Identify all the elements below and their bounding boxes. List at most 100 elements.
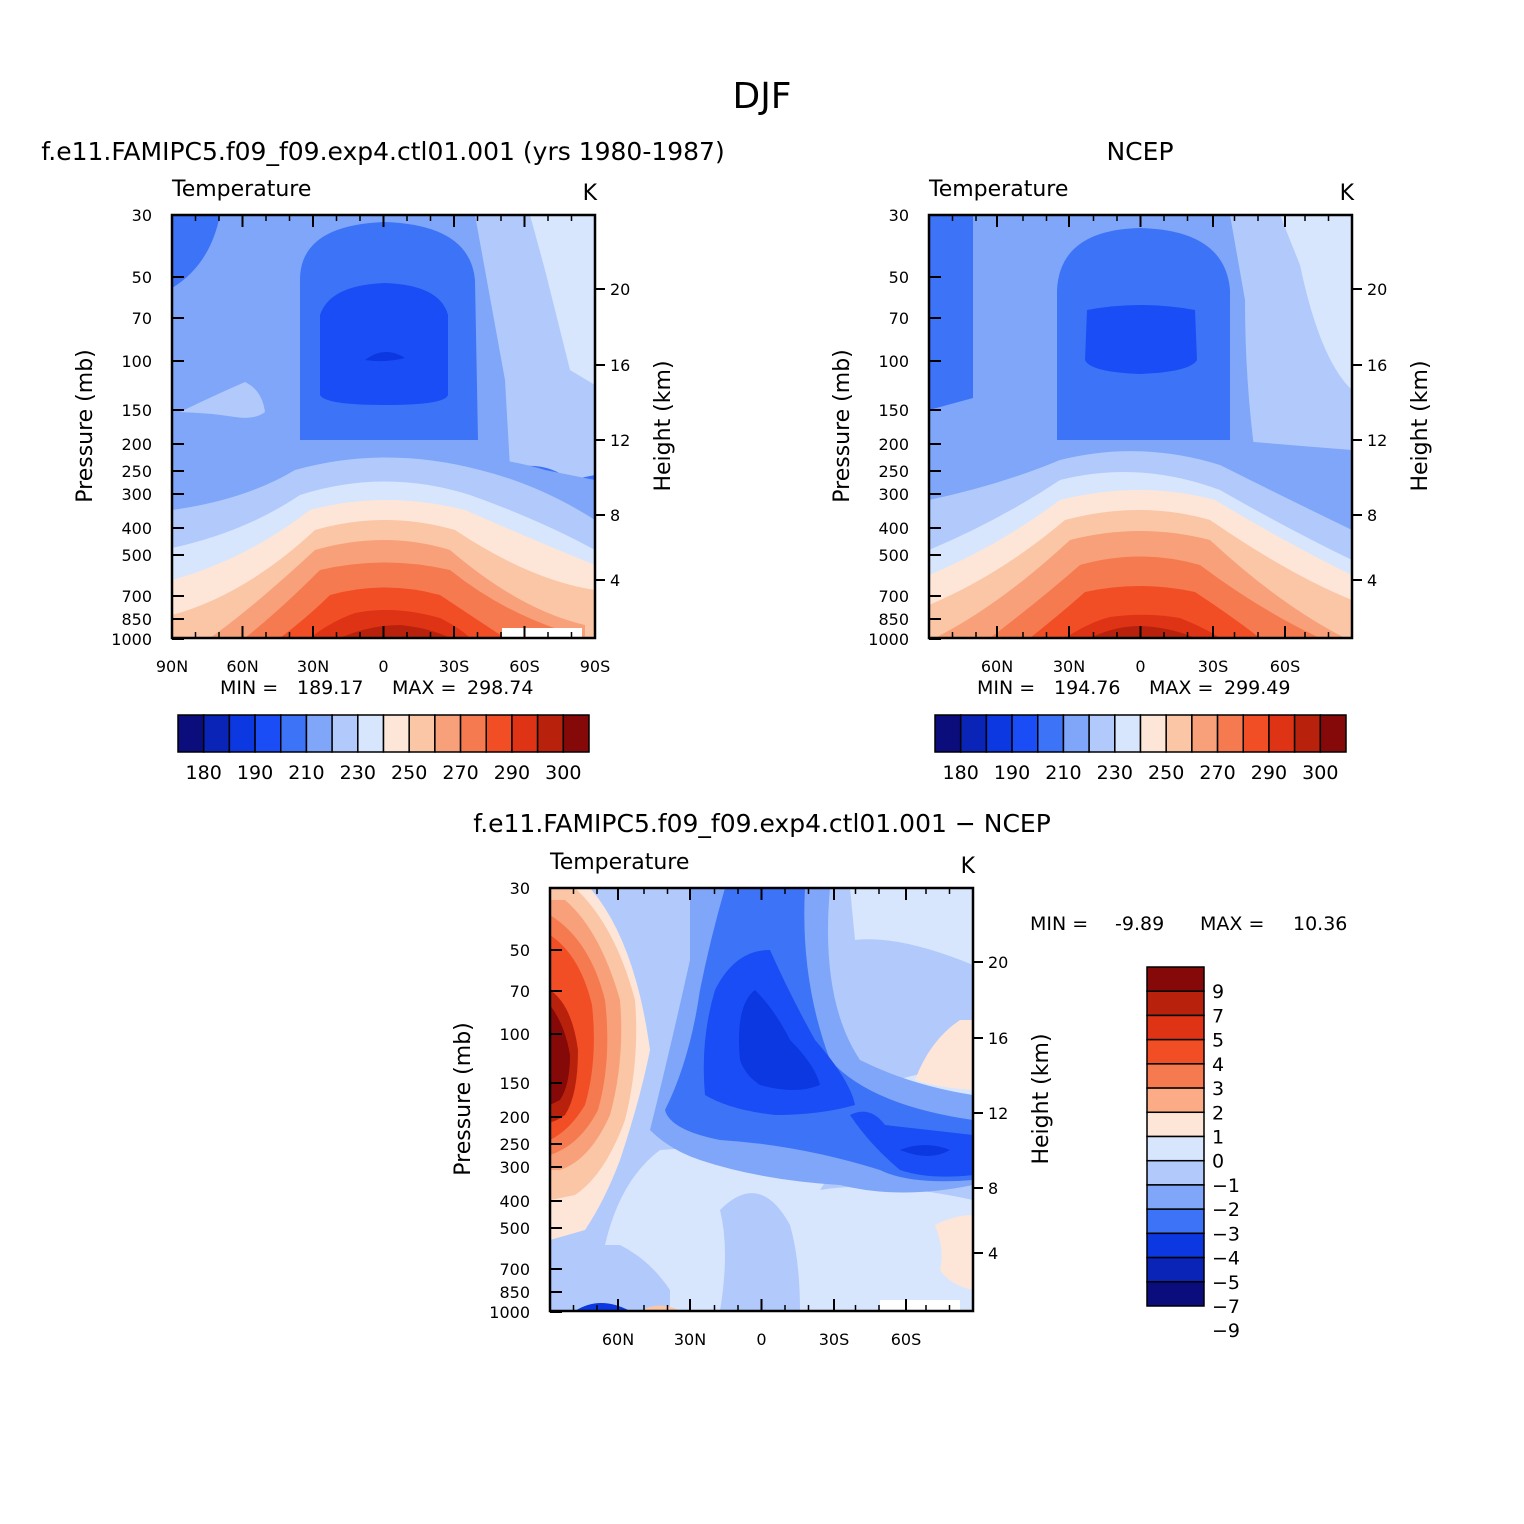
y-tick-label: 250: [121, 462, 152, 481]
colorbar-label: −3: [1212, 1223, 1240, 1245]
y2-tick-label: 8: [1367, 506, 1377, 525]
panel-difference: f.e11.FAMIPC5.f09_f09.exp4.ctl01.001 − N…: [451, 809, 1347, 1349]
colorbar-swatch: [511, 714, 539, 753]
band-pos-1b: [915, 1020, 973, 1090]
y-tick-label: 200: [878, 435, 909, 454]
band-13: [739, 990, 820, 1090]
y-tick-label: 850: [878, 610, 909, 629]
colorbar-label: 5: [1212, 1030, 1224, 1052]
y-tick-label: 30: [510, 879, 530, 898]
colorbar-swatch: [382, 714, 410, 753]
left-label: Temperature: [171, 177, 311, 202]
colorbar-swatch: [1139, 714, 1167, 753]
y2-tick-label: 4: [988, 1244, 998, 1263]
y-tick-label: 400: [878, 519, 909, 538]
colorbar-swatch: [1088, 714, 1116, 753]
band-pos-surface: [640, 1305, 680, 1311]
x-tick-label: 60N: [981, 657, 1013, 676]
colorbar-label: 190: [237, 762, 273, 784]
x-tick-label: 30S: [819, 1330, 850, 1349]
colorbar-label: 290: [494, 762, 530, 784]
y-tick-label: 30: [889, 206, 909, 225]
band-7b: [180, 382, 265, 418]
colorbar-swatch: [1146, 1281, 1205, 1307]
panel-title: NCEP: [1106, 137, 1173, 166]
y-tick-label: 200: [499, 1108, 530, 1127]
y-tick-label: 500: [499, 1219, 530, 1238]
colorbar-label: −7: [1212, 1296, 1240, 1318]
colorbar-swatch: [228, 714, 256, 753]
y-tick-label: 100: [878, 352, 909, 371]
y2-tick-label: 16: [1367, 356, 1387, 375]
colorbar-swatch: [1293, 714, 1322, 753]
y-axis-label: Pressure (mb): [451, 1022, 476, 1176]
x-tick-label: 60N: [226, 657, 258, 676]
min-label: MIN =: [220, 677, 278, 699]
missing-data: [502, 628, 582, 638]
y2-tick-label: 16: [988, 1029, 1008, 1048]
colorbar-swatch: [1146, 1038, 1205, 1065]
y-tick-label: 100: [499, 1025, 530, 1044]
max-label: MAX =: [392, 677, 456, 699]
colorbar-label: 7: [1212, 1005, 1224, 1027]
units-label: K: [961, 854, 976, 879]
x-tick-label: 0: [378, 657, 388, 676]
colorbar-label: −1: [1212, 1175, 1240, 1197]
colorbar-label: 250: [1148, 762, 1184, 784]
y-axis-label: Pressure (mb): [73, 349, 98, 503]
colorbar-swatch: [1062, 714, 1090, 753]
band-13: [1030, 586, 1260, 638]
x-tick-label: 30N: [1053, 657, 1085, 676]
colorbar-swatch: [1146, 1232, 1205, 1259]
y2-axis-label: Height (km): [1029, 1033, 1054, 1164]
max-label: MAX =: [1200, 913, 1264, 935]
colorbar-swatch: [562, 714, 590, 753]
band-5: [172, 215, 220, 288]
y-tick-label: 300: [878, 485, 909, 504]
contour-field: [550, 888, 973, 1311]
y-tick-label: 150: [878, 401, 909, 420]
y-tick-label: 50: [510, 941, 530, 960]
colorbar-swatch: [434, 714, 462, 753]
colorbar-swatch: [459, 714, 487, 753]
colorbar-swatch: [1146, 1111, 1205, 1138]
y2-tick-label: 4: [610, 571, 620, 590]
y-tick-label: 500: [878, 546, 909, 565]
left-label: Temperature: [928, 177, 1068, 202]
min-value: -9.89: [1115, 913, 1164, 935]
x-tick-label: 60S: [891, 1330, 922, 1349]
colorbar-label: −4: [1212, 1248, 1240, 1270]
min-value: 194.76: [1054, 677, 1120, 699]
y-tick-label: 400: [499, 1192, 530, 1211]
colorbar-label: 0: [1212, 1151, 1224, 1173]
y2-tick-label: 12: [988, 1104, 1008, 1123]
band-13c: [575, 1303, 630, 1311]
colorbar-swatch: [1242, 714, 1270, 753]
y-tick-label: 300: [121, 485, 152, 504]
colorbar-swatch: [485, 714, 513, 753]
colorbar-swatch: [305, 714, 333, 753]
colorbar-label: 290: [1251, 762, 1287, 784]
panel-title: f.e11.FAMIPC5.f09_f09.exp4.ctl01.001 − N…: [473, 809, 1051, 838]
y2-tick-label: 8: [988, 1179, 998, 1198]
colorbar-label: −9: [1212, 1320, 1240, 1342]
y-tick-label: 500: [121, 546, 152, 565]
band-12b: [850, 1111, 973, 1177]
missing-data: [880, 1300, 960, 1311]
colorbar-label: 1: [1212, 1127, 1224, 1149]
band-pos-9: [550, 1005, 570, 1105]
max-value: 299.49: [1224, 677, 1290, 699]
x-tick-label: 30S: [1198, 657, 1229, 676]
colorbar-swatch: [959, 714, 988, 753]
y-tick-label: 250: [878, 462, 909, 481]
colorbar-swatch: [1146, 1014, 1205, 1041]
x-tick-label: 90S: [580, 657, 611, 676]
colorbar-label: 300: [1302, 762, 1338, 784]
y2-axis-label: Height (km): [651, 360, 676, 491]
left-label: Temperature: [549, 850, 689, 875]
colorbar-swatch: [1114, 714, 1142, 753]
